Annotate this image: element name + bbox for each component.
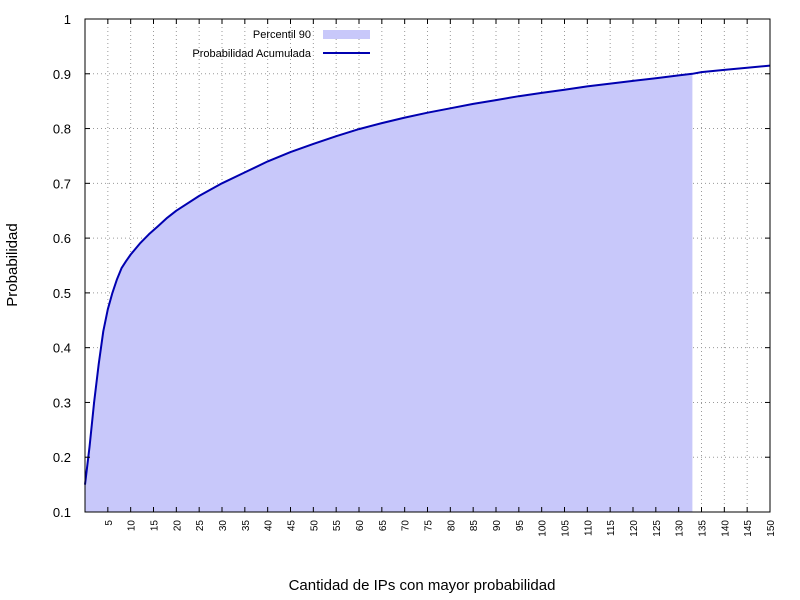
y-tick-label: 0.5 bbox=[53, 286, 71, 301]
x-tick-label: 30 bbox=[218, 520, 229, 532]
x-tick-label: 105 bbox=[561, 520, 572, 537]
x-tick-label: 25 bbox=[195, 520, 206, 532]
y-tick-label: 1 bbox=[64, 12, 71, 27]
x-tick-label: 20 bbox=[172, 520, 183, 532]
x-tick-label: 130 bbox=[675, 520, 686, 537]
x-tick-label: 10 bbox=[127, 520, 138, 532]
x-tick-label: 145 bbox=[743, 520, 754, 537]
x-tick-label: 135 bbox=[698, 520, 709, 537]
x-tick-label: 90 bbox=[492, 520, 503, 532]
x-tick-label: 75 bbox=[424, 520, 435, 532]
x-tick-label: 45 bbox=[287, 520, 298, 532]
y-tick-label: 0.9 bbox=[53, 67, 71, 82]
legend-label-cumulative: Probabilidad Acumulada bbox=[192, 48, 312, 60]
x-tick-label: 60 bbox=[355, 520, 366, 532]
x-tick-label: 35 bbox=[241, 520, 252, 532]
percentile-90-area bbox=[85, 73, 693, 513]
legend-label-percentile: Percentil 90 bbox=[253, 29, 311, 41]
x-tick-label: 100 bbox=[538, 520, 549, 537]
line-layer bbox=[84, 64, 771, 485]
x-tick-label: 5 bbox=[104, 520, 115, 526]
x-tick-label: 115 bbox=[606, 520, 617, 536]
x-tick-label: 70 bbox=[401, 520, 412, 532]
x-tick-label: 110 bbox=[583, 520, 594, 536]
y-axis-title: Probabilidad bbox=[4, 223, 21, 306]
x-tick-label: 15 bbox=[150, 520, 161, 532]
x-axis-title: Cantidad de IPs con mayor probabilidad bbox=[289, 577, 556, 594]
y-tick-label: 0.6 bbox=[53, 231, 71, 246]
cumulative-probability-line bbox=[84, 64, 771, 485]
y-tick-label: 0.7 bbox=[53, 176, 71, 191]
area-layer bbox=[85, 73, 693, 513]
x-tick-label: 150 bbox=[766, 520, 777, 537]
plot-frame bbox=[84, 18, 771, 513]
y-tick-label: 0.8 bbox=[53, 122, 71, 137]
y-tick-label: 0.2 bbox=[53, 450, 71, 465]
x-tick-label: 95 bbox=[515, 520, 526, 532]
ticks-layer: 0.10.20.30.40.50.60.70.80.915 10 15 20 25 30 3… bbox=[53, 12, 777, 537]
x-tick-label: 85 bbox=[469, 520, 480, 532]
x-tick-label: 140 bbox=[720, 520, 731, 537]
x-tick-label: 125 bbox=[652, 520, 663, 537]
y-tick-label: 0.3 bbox=[53, 395, 71, 410]
x-tick-label: 40 bbox=[264, 520, 275, 532]
x-tick-label: 55 bbox=[332, 520, 343, 532]
legend-swatch-percentile bbox=[323, 30, 370, 39]
x-tick-label: 80 bbox=[446, 520, 457, 532]
x-tick-label: 65 bbox=[378, 520, 389, 532]
y-tick-label: 0.1 bbox=[53, 505, 71, 520]
legend: Percentil 90 Probabilidad Acumulada bbox=[192, 29, 370, 60]
y-tick-label: 0.4 bbox=[53, 341, 71, 356]
x-tick-label: 120 bbox=[629, 520, 640, 537]
x-tick-label: 50 bbox=[309, 520, 320, 532]
